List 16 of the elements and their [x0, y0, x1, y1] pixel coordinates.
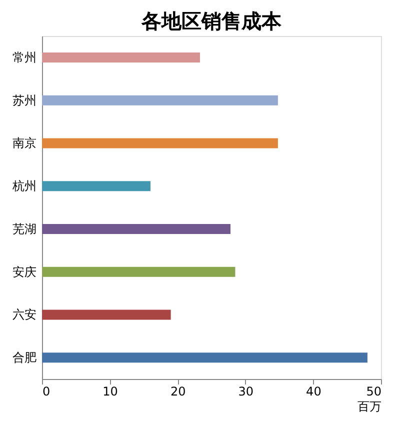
- y-tick-label: 六安: [12, 308, 36, 322]
- x-tick-label: 40: [306, 384, 322, 398]
- y-tick-label: 芜湖: [12, 222, 36, 236]
- x-tick-label: 50: [366, 384, 382, 398]
- y-tick-label: 南京: [12, 136, 36, 150]
- y-tick-label: 常州: [12, 50, 36, 64]
- x-tick-label: 20: [170, 384, 186, 398]
- x-tick-label: 30: [238, 384, 254, 398]
- x-tick-label: 0: [42, 384, 50, 398]
- chart-title: 各地区销售成本: [140, 9, 282, 33]
- y-tick-label: 安庆: [12, 264, 36, 279]
- y-tick-label: 苏州: [12, 93, 36, 108]
- x-axis-title: 百万: [358, 400, 382, 414]
- x-tick-label: 10: [102, 384, 118, 398]
- y-tick-label: 杭州: [12, 179, 36, 194]
- y-tick-label: 合肥: [12, 350, 36, 365]
